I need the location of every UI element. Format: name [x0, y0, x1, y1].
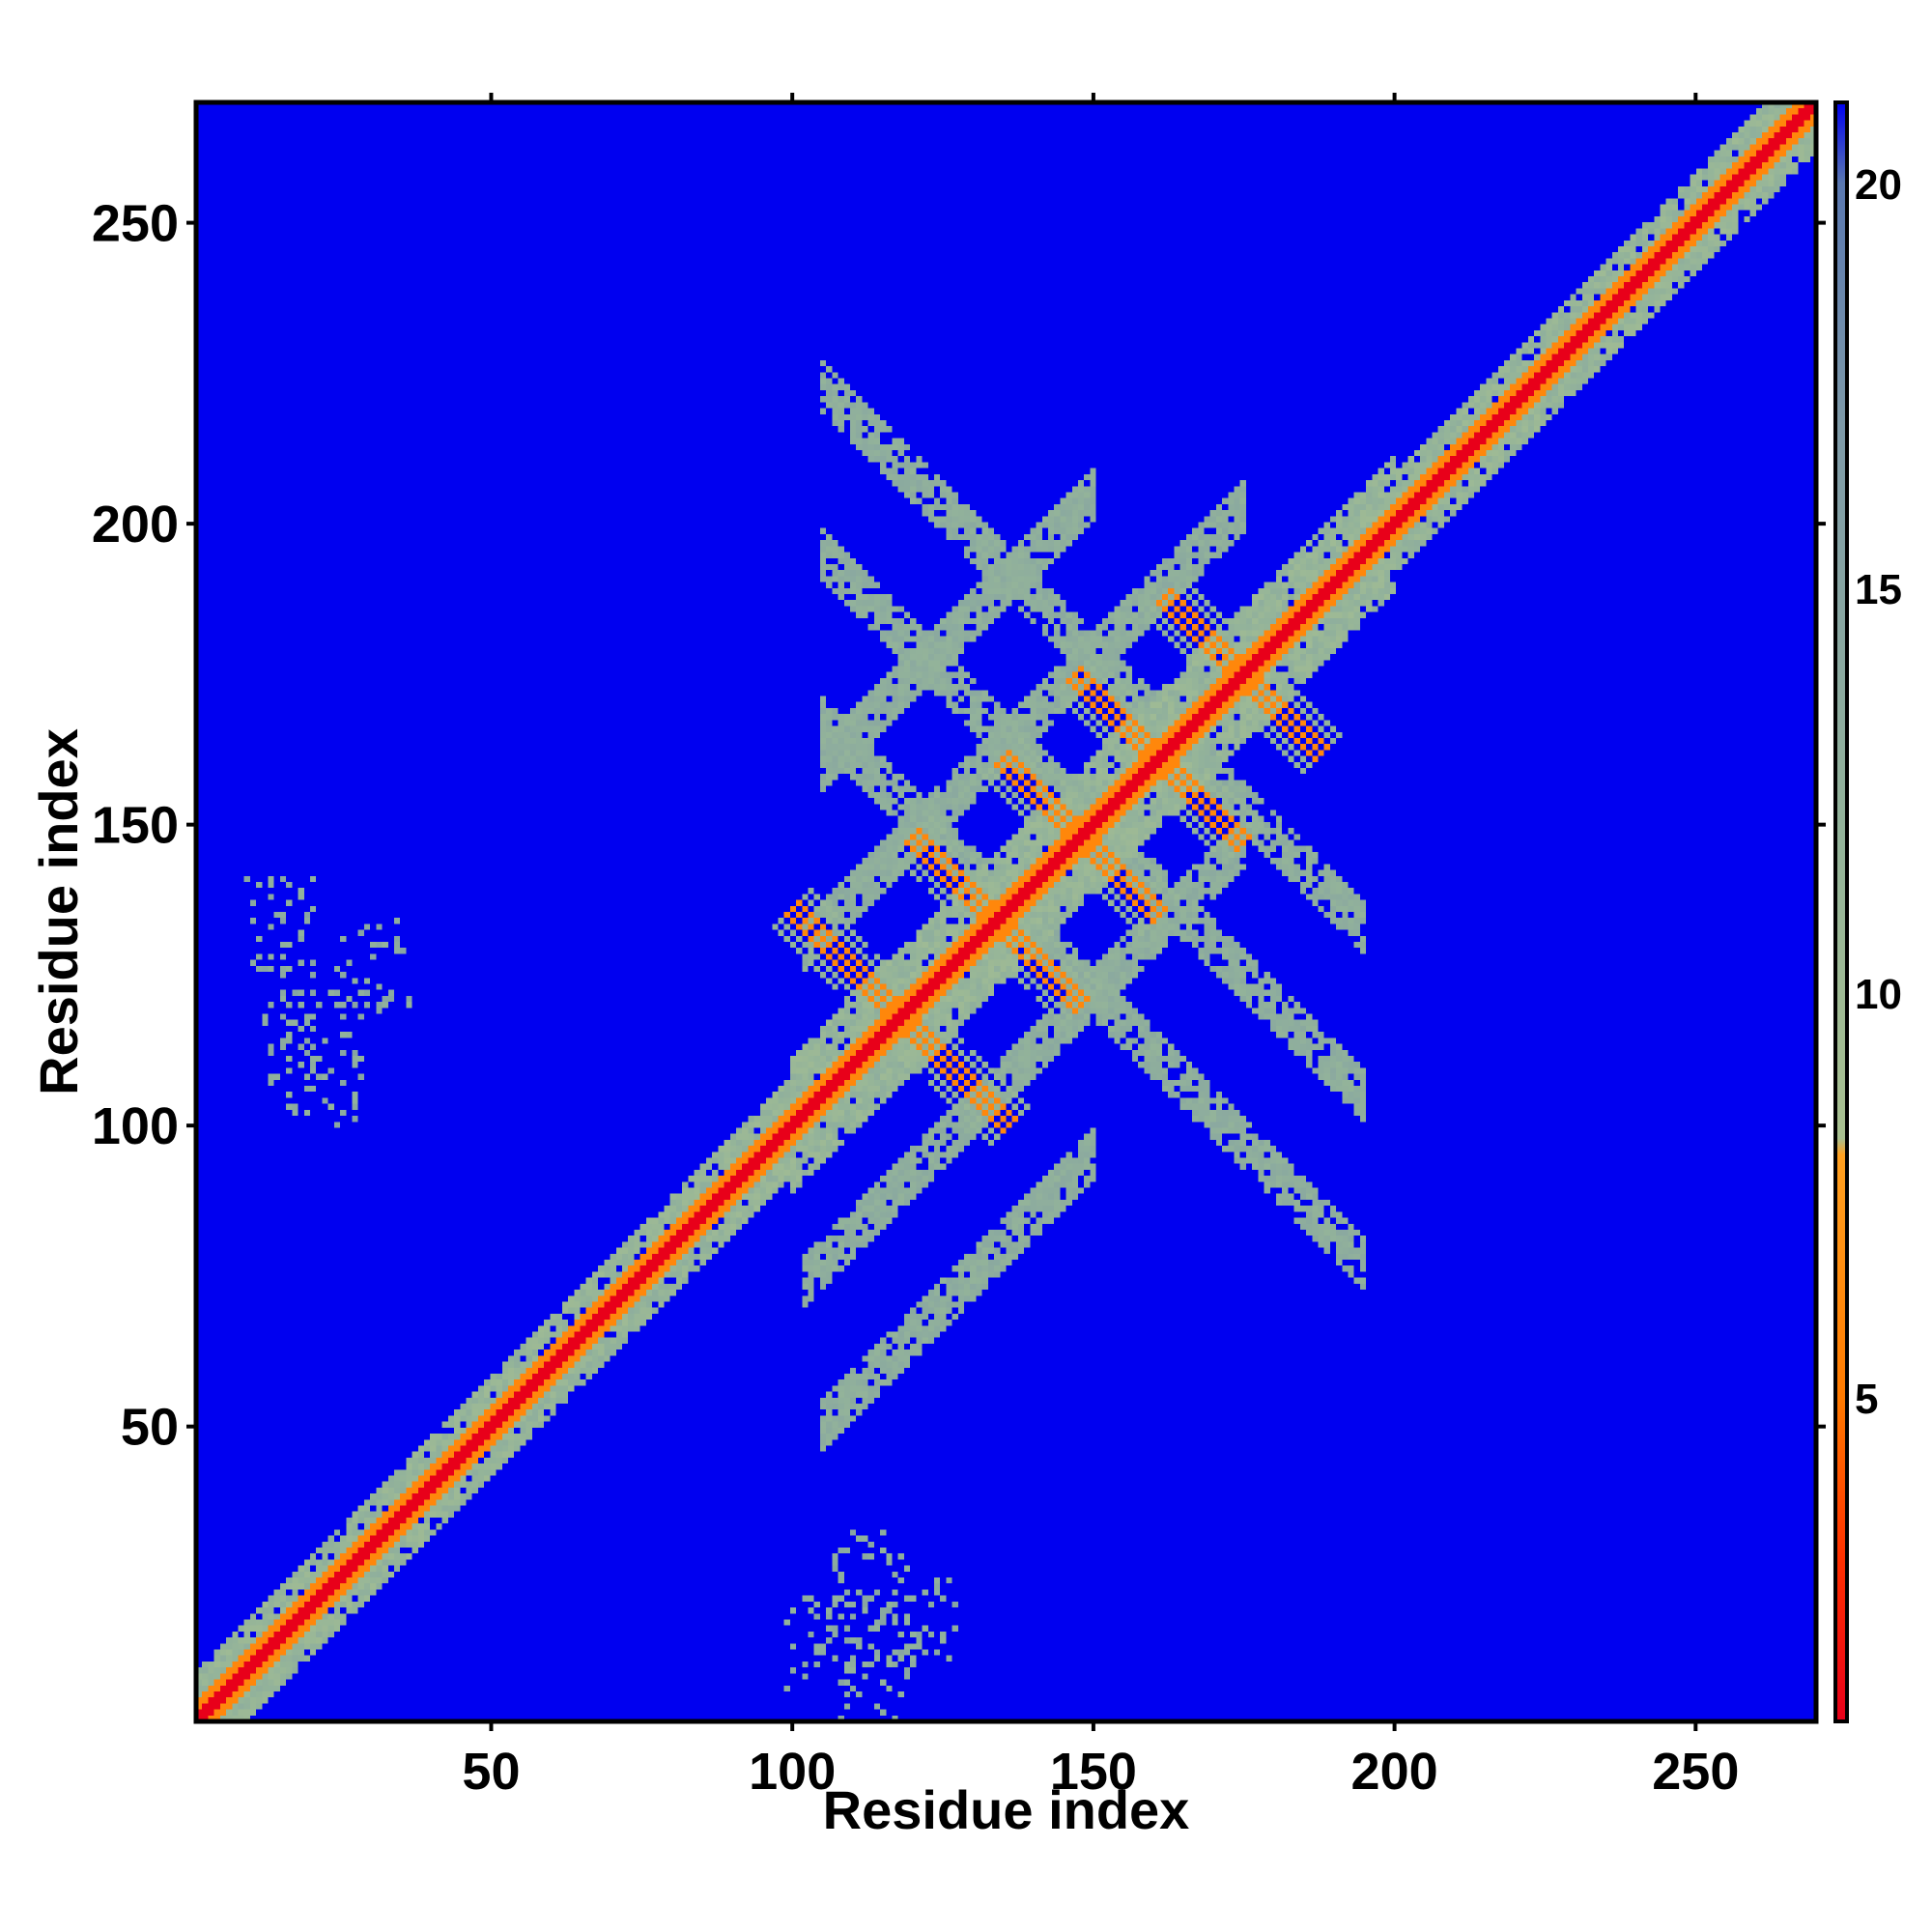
y-axis-ticks: 50 100 150 200 250: [92, 195, 196, 1457]
colorbar-tick-label: 20: [1855, 161, 1902, 209]
x-axis-title: Residue index: [823, 1779, 1190, 1840]
x-tick-label: 250: [1652, 1743, 1739, 1801]
x-tick-label: 50: [462, 1743, 520, 1801]
y-axis-title: Residue index: [28, 728, 89, 1095]
colorbar-tick-label: 5: [1855, 1376, 1878, 1423]
x-tick-label: 200: [1351, 1743, 1438, 1801]
colorbar-gradient: [1833, 100, 1849, 1723]
y-tick-label: 50: [121, 1399, 179, 1457]
colorbar-tick-label: 10: [1855, 971, 1902, 1018]
plot-frame: [193, 99, 1819, 1724]
y-tick-label: 100: [92, 1097, 179, 1155]
y-tick-label: 200: [92, 496, 179, 554]
x-tick-label: 100: [749, 1743, 836, 1801]
y-tick-label: 150: [92, 797, 179, 855]
x-tick-label: 150: [1050, 1743, 1137, 1801]
colorbar: 5 10 15 20: [1816, 100, 1902, 1723]
heatmap-image: [196, 102, 1816, 1721]
x-axis-ticks: 50 100 150 200 250: [462, 93, 1739, 1801]
heatmap-plot-area: [193, 99, 1819, 1724]
y-tick-label: 250: [92, 195, 179, 253]
colorbar-tick-label: 15: [1855, 566, 1902, 613]
